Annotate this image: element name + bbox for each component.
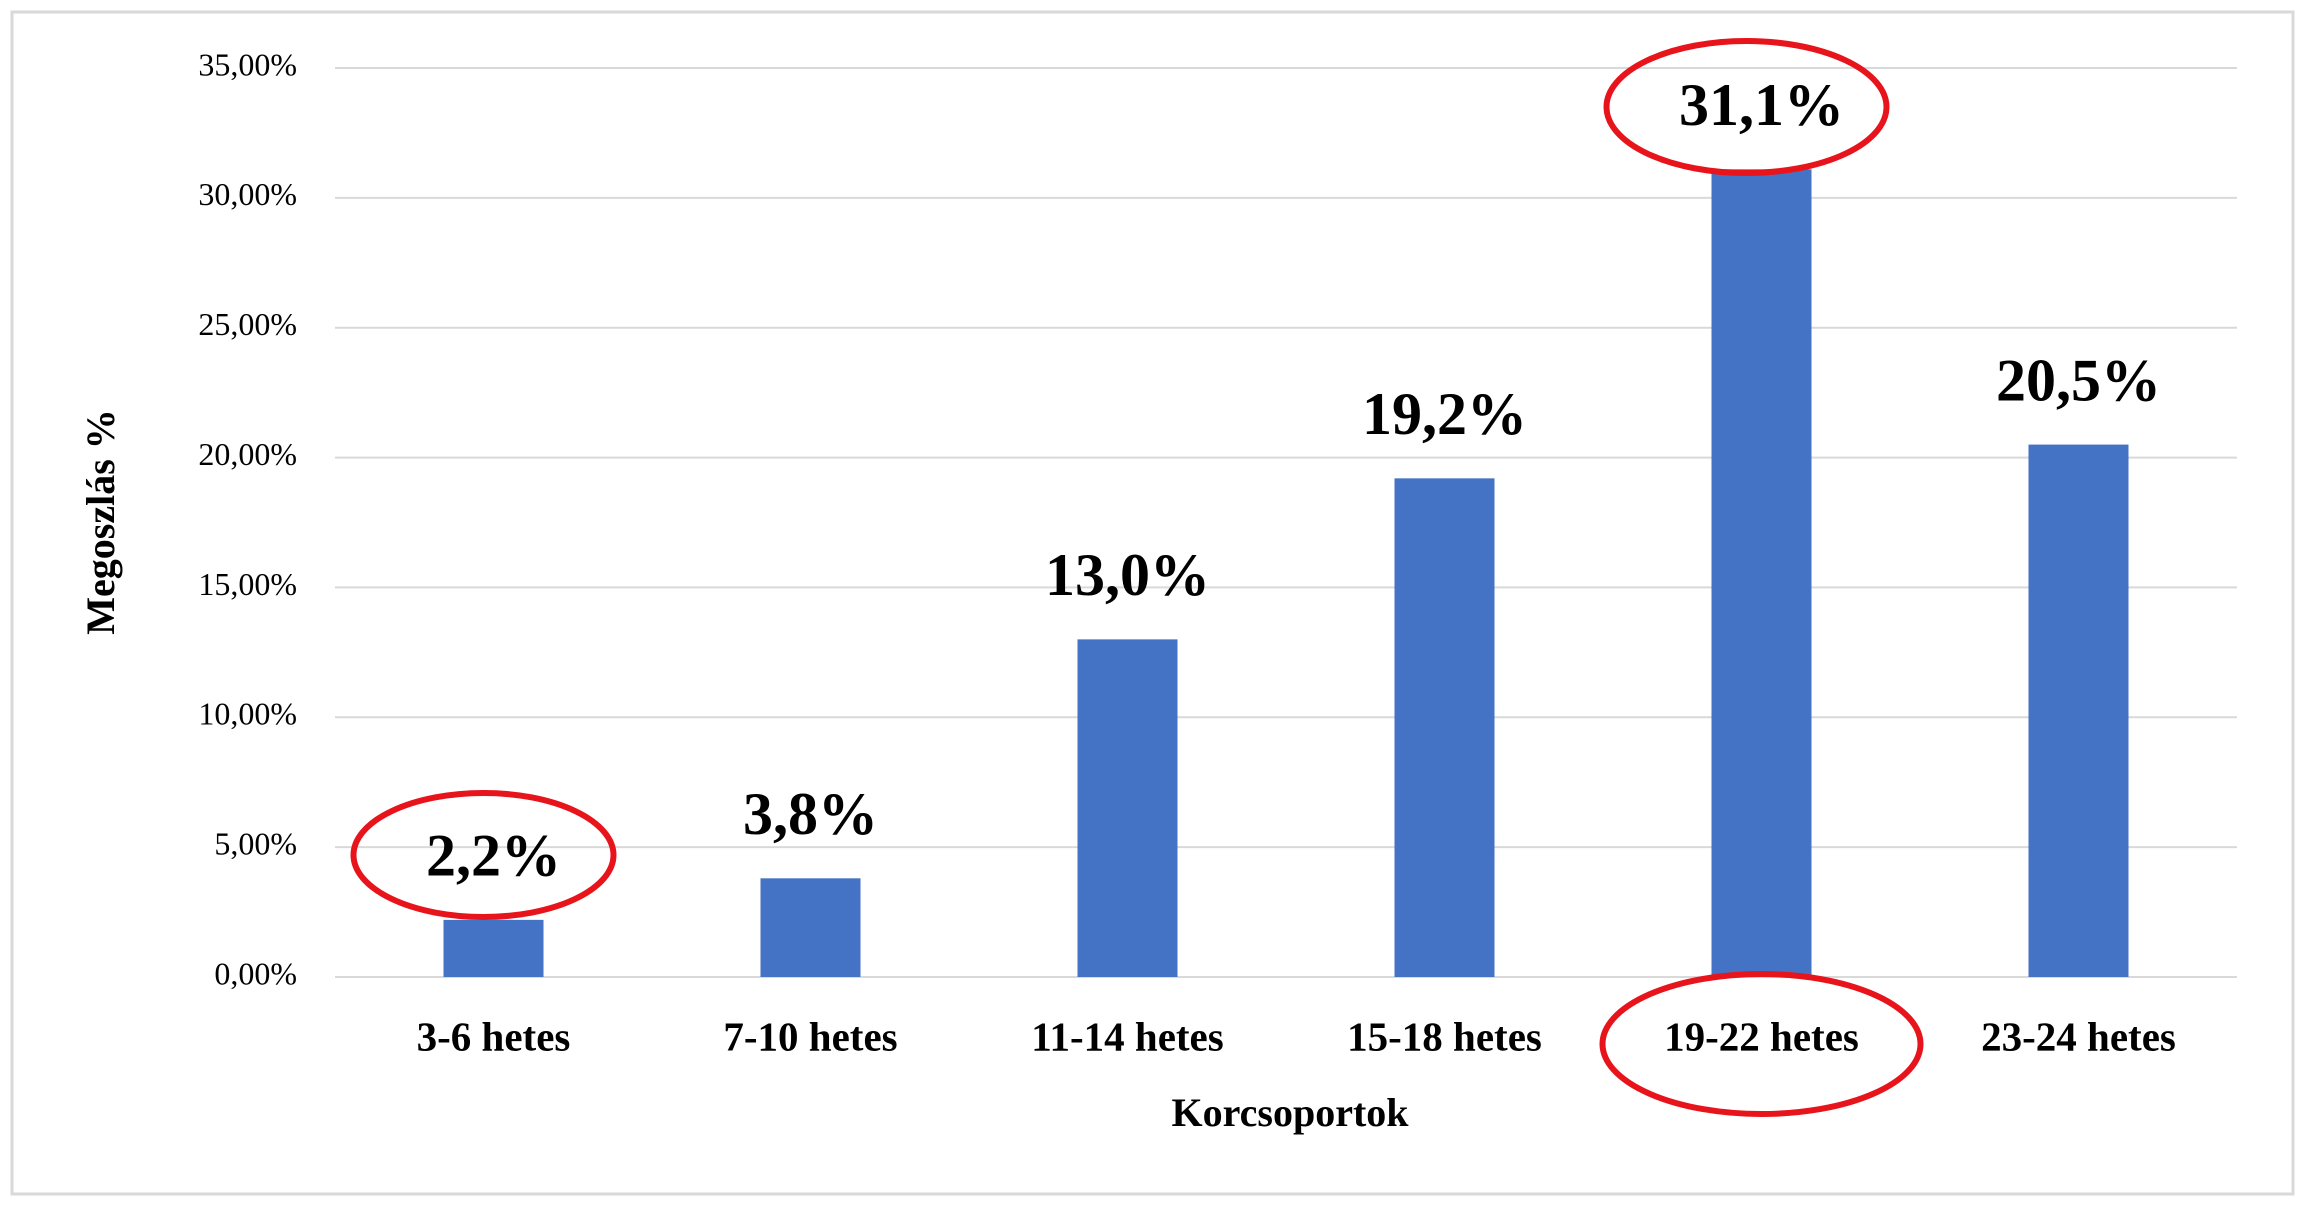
- x-axis-title: Korcsoportok: [1171, 1090, 1409, 1135]
- bar: [1711, 169, 1812, 977]
- data-label: 3,8%: [743, 781, 878, 847]
- highlight-ellipse: [1603, 38, 1890, 176]
- y-tick-label: 0,00%: [214, 955, 297, 991]
- data-label: 31,1%: [1679, 72, 1844, 138]
- y-tick-label: 35,00%: [198, 46, 297, 82]
- data-label: 2,2%: [426, 823, 561, 889]
- highlight-ellipse: [350, 790, 617, 920]
- x-tick-label: 11-14 hetes: [1031, 1013, 1223, 1059]
- y-tick-label: 30,00%: [198, 176, 297, 212]
- x-tick-label: 23-24 hetes: [1981, 1013, 2176, 1059]
- bar: [1394, 478, 1495, 977]
- y-axis-title: Megoszlás %: [78, 409, 123, 635]
- y-tick-label: 20,00%: [198, 436, 297, 472]
- x-tick-label: 3-6 hetes: [417, 1013, 571, 1059]
- bar: [2028, 444, 2129, 978]
- x-tick-label: 7-10 hetes: [723, 1013, 897, 1059]
- x-tick-label: 19-22 hetes: [1664, 1013, 1859, 1059]
- data-label: 13,0%: [1045, 542, 1210, 608]
- y-tick-label: 25,00%: [198, 306, 297, 342]
- data-label: 19,2%: [1362, 381, 1527, 447]
- bar: [760, 878, 861, 977]
- chart-border: [10, 10, 2295, 1196]
- bar: [1077, 639, 1178, 977]
- highlight-ellipse: [1599, 971, 1924, 1117]
- bar: [443, 919, 544, 977]
- data-label: 20,5%: [1996, 347, 2161, 413]
- y-tick-label: 10,00%: [198, 696, 297, 732]
- y-tick-label: 5,00%: [214, 825, 297, 861]
- y-tick-label: 15,00%: [198, 566, 297, 602]
- x-tick-label: 15-18 hetes: [1347, 1013, 1542, 1059]
